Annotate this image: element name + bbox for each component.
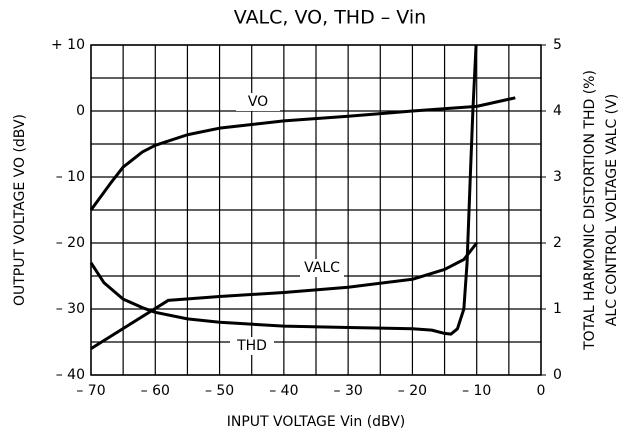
y-tick-label: + 10 [51, 37, 85, 53]
y2-tick-label: 3 [553, 169, 562, 185]
y2-tick-label: 5 [553, 37, 562, 53]
y2-axis-label: TOTAL HARMONIC DISTORTION THD (%) [582, 70, 598, 351]
y2-tick-label: 1 [553, 301, 562, 317]
series-line [90, 242, 478, 350]
series-line [89, 44, 478, 336]
y-tick-label: 0 [76, 103, 85, 119]
x-tick-label: – 30 [334, 383, 363, 399]
y2-axis-label: ALC CONTROL VOLTAGE VALC (V) [604, 94, 620, 326]
x-tick-label: 0 [537, 383, 546, 399]
x-tick-label: – 10 [462, 383, 491, 399]
x-tick-label: – 50 [205, 383, 234, 399]
y-tick-label: – 40 [56, 367, 85, 383]
series-label: VO [248, 94, 268, 110]
x-tick-label: – 70 [76, 383, 105, 399]
x-tick-label: – 40 [269, 383, 298, 399]
y2-tick-label: 4 [553, 103, 562, 119]
series-line [89, 96, 516, 211]
series-label-bg [230, 337, 274, 355]
series-label-bg [300, 259, 344, 277]
series-label: VALC [304, 260, 340, 276]
y-axis-label: OUTPUT VOLTAGE VO (dBV) [12, 114, 28, 306]
y-tick-label: – 20 [56, 235, 85, 251]
y2-tick-label: 0 [553, 367, 562, 383]
series-label: THD [236, 338, 267, 354]
chart-title: VALC, VO, THD – Vin [234, 7, 426, 29]
y-tick-label: – 30 [56, 301, 85, 317]
series-label-bg [236, 93, 280, 111]
x-tick-label: – 20 [398, 383, 427, 399]
y2-tick-label: 2 [553, 235, 562, 251]
x-tick-label: – 60 [141, 383, 170, 399]
y-tick-label: – 10 [56, 169, 85, 185]
x-axis-label: INPUT VOLTAGE Vin (dBV) [227, 414, 406, 430]
